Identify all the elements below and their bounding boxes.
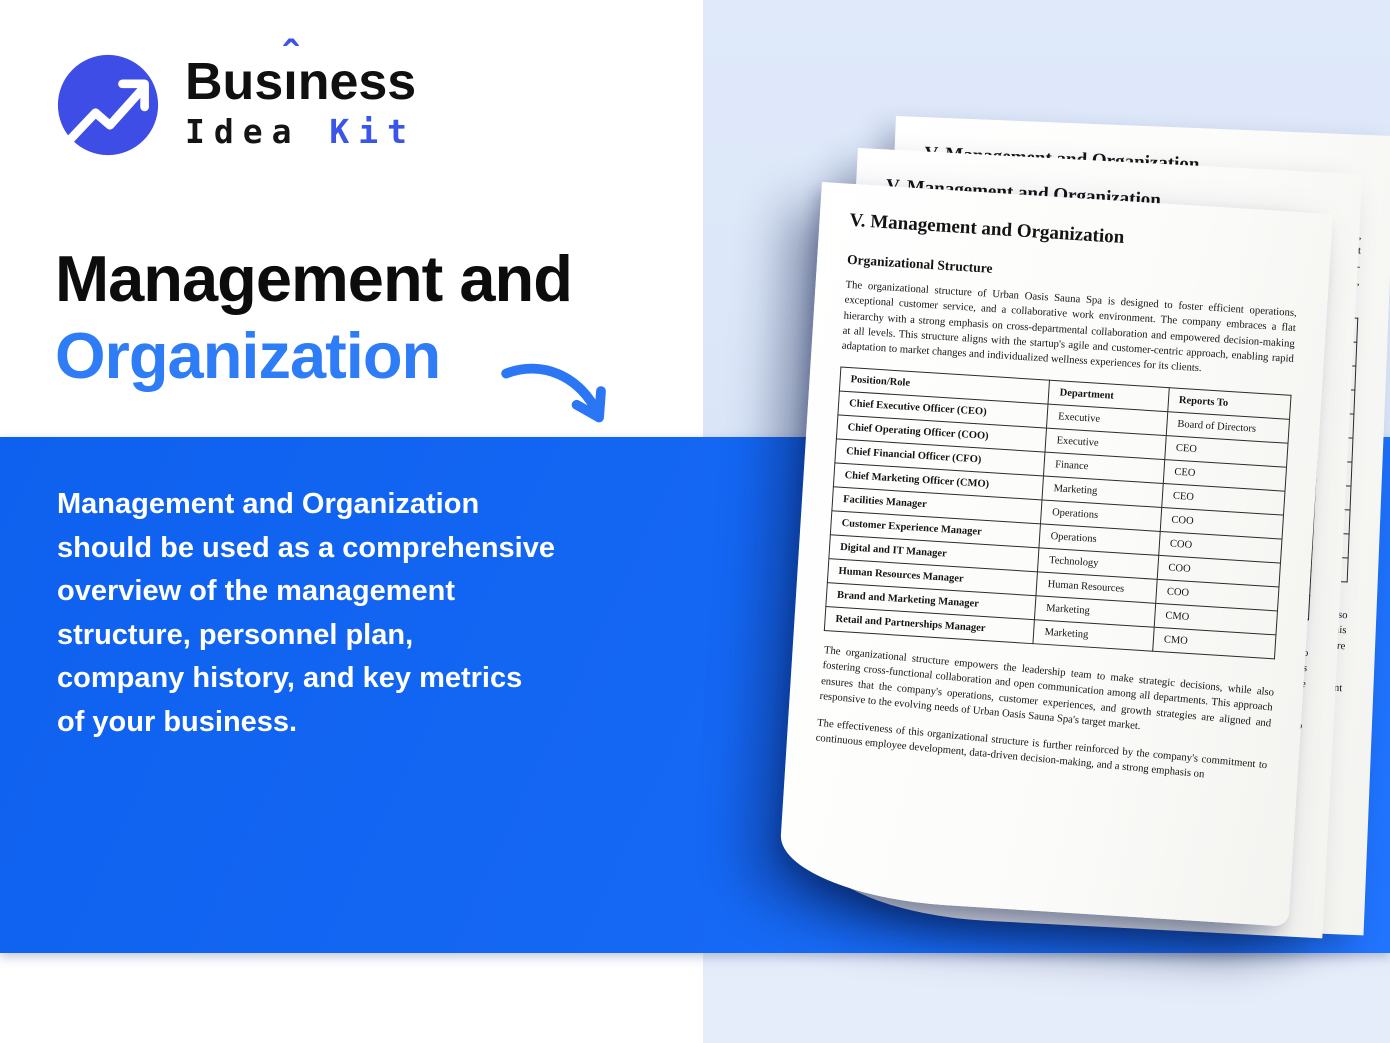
curved-arrow-icon [501,363,606,423]
brand-wordmark-ideakit: Idea Kit [185,112,416,151]
brand-wordmark-business: Busı ˆ ness [185,32,417,111]
trending-up-arrow-icon [57,54,159,156]
page-title-blue-line: Organization [55,319,441,392]
brand-logo: Busı ˆ ness Idea Kit [55,32,417,158]
brand-wordmark: Busı ˆ ness Idea Kit [185,32,417,151]
document-title: V. Management and Organization [848,209,1125,249]
hero-description: Management and Organization should be us… [57,488,555,738]
document-page-front: V. Management and Organization Organizat… [777,182,1333,927]
document-intro-paragraph: The organizational structure of Urban Oa… [841,278,1298,375]
page-title-black-line: Management and [55,242,573,315]
document-closing-block: The organizational structure empowers th… [815,644,1275,790]
page-title: Management and Organization [55,240,573,394]
document-content: V. Management and Organization Organizat… [787,182,1333,782]
caret-accent-icon: ˆ [283,32,298,81]
brand-wordmark-kit: Kit [329,112,416,151]
